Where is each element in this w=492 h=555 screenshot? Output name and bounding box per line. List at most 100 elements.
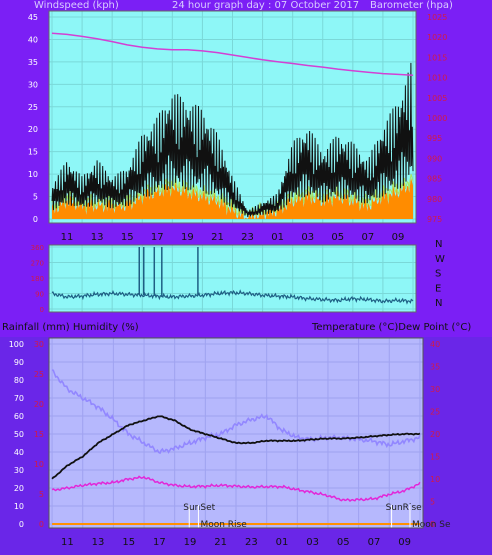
y-tick-label: 5 xyxy=(39,490,44,499)
y-tick-label: 10 xyxy=(14,502,24,511)
temperature-series xyxy=(51,415,421,480)
x-tick-label: 07 xyxy=(368,537,381,548)
x-tick-label: 05 xyxy=(337,537,350,548)
y-tick-label: 35 xyxy=(430,363,440,372)
y-tick-label: 20 xyxy=(14,484,24,493)
x-tick-label: 23 xyxy=(245,537,258,548)
y-tick-label: 30 xyxy=(14,466,24,475)
x-tick-label: 09 xyxy=(392,232,405,243)
y-tick-label: 1005 xyxy=(427,94,447,103)
y-tick-label: 20 xyxy=(34,400,44,409)
compass-label: W xyxy=(435,254,445,265)
y-tick-label: 10 xyxy=(28,170,38,179)
y-tick-label: 30 xyxy=(34,340,44,349)
y-tick-label: 15 xyxy=(34,430,44,439)
windspeed-axis-title: Windspeed (kph) xyxy=(34,0,119,11)
y-tick-label: 1000 xyxy=(427,114,447,123)
y-tick-label: 40 xyxy=(14,448,24,457)
y-tick-label: 40 xyxy=(28,35,38,44)
y-tick-label: 10 xyxy=(430,475,440,484)
x-tick-label: 21 xyxy=(214,537,227,548)
x-tick-label: 01 xyxy=(276,537,289,548)
y-tick-label: 35 xyxy=(28,58,38,67)
y-tick-label: 270 xyxy=(31,260,44,268)
y-tick-label: 5 xyxy=(430,498,435,507)
y-tick-label: 15 xyxy=(430,453,440,462)
x-tick-label: 13 xyxy=(91,232,104,243)
y-tick-label: 360 xyxy=(31,244,44,252)
temp-dewpoint-axis-title: Temperature (°C)Dew Point (°C) xyxy=(312,322,472,333)
dew-point-series xyxy=(51,475,421,502)
y-tick-label: 975 xyxy=(427,215,442,224)
y-tick-label: 10 xyxy=(34,460,44,469)
barometer-series xyxy=(51,32,414,76)
y-tick-label: 25 xyxy=(28,103,38,112)
x-tick-label: 07 xyxy=(362,232,375,243)
x-tick-label: 19 xyxy=(181,232,194,243)
y-tick-label: 0 xyxy=(39,520,44,529)
y-tick-label: 980 xyxy=(427,195,442,204)
y-tick-label: 30 xyxy=(430,385,440,394)
annotation-label: SunSet xyxy=(183,503,215,513)
y-tick-label: 25 xyxy=(34,370,44,379)
y-tick-label: 1010 xyxy=(427,74,447,83)
temperature-humidity-panel: 0102030405060708090100051015202530051015… xyxy=(0,337,492,555)
y-tick-label: 15 xyxy=(28,148,38,157)
humidity-series xyxy=(51,369,421,455)
x-tick-label: 19 xyxy=(184,537,197,548)
plot-border xyxy=(48,244,417,313)
y-tick-label: 40 xyxy=(430,340,440,349)
wind-direction-panel: N 0 E 90 S 180 W 270 N 360 xyxy=(31,239,445,314)
y-tick-label: 990 xyxy=(427,154,442,163)
y-tick-label: 0 xyxy=(33,215,38,224)
y-tick-label: 100 xyxy=(9,340,24,349)
y-tick-label: 90 xyxy=(14,358,24,367)
y-tick-label: 20 xyxy=(28,125,38,134)
y-tick-label: 50 xyxy=(14,430,24,439)
x-tick-label: 17 xyxy=(151,232,164,243)
x-tick-label: 15 xyxy=(122,537,135,548)
y-tick-label: 90 xyxy=(35,291,44,299)
y-tick-label: 1015 xyxy=(427,53,447,62)
y-tick-label: 5 xyxy=(33,193,38,202)
x-tick-label: 03 xyxy=(306,537,319,548)
x-tick-label: 05 xyxy=(331,232,344,243)
gust-fill-series xyxy=(52,178,413,219)
plot-border xyxy=(48,337,424,529)
wind-barometer-panel: 0510152025303540459759809859909951000100… xyxy=(28,10,447,243)
y-tick-label: 0 xyxy=(19,520,24,529)
wind-direction-series xyxy=(51,289,414,305)
y-tick-label: 1020 xyxy=(427,33,447,42)
compass-label: N xyxy=(435,239,442,250)
x-tick-label: 21 xyxy=(211,232,224,243)
y-tick-label: 180 xyxy=(31,275,44,283)
x-tick-label: 11 xyxy=(61,232,74,243)
chart-date-title: 24 hour graph day : 07 October 2017 xyxy=(172,0,360,11)
plot-border xyxy=(48,10,417,224)
annotation-label: SunRise xyxy=(386,503,423,513)
annotation-label: Moon Se xyxy=(412,520,451,530)
y-tick-label: 20 xyxy=(430,430,440,439)
windspeed-series xyxy=(51,62,414,217)
x-tick-label: 03 xyxy=(301,232,314,243)
annotation-label: Moon Rise xyxy=(200,520,247,530)
x-tick-label: 23 xyxy=(241,232,254,243)
y-tick-label: 0 xyxy=(430,520,435,529)
x-tick-label: 09 xyxy=(398,537,411,548)
y-tick-label: 80 xyxy=(14,376,24,385)
y-tick-label: 30 xyxy=(28,80,38,89)
barometer-axis-title: Barometer (hpa) xyxy=(370,0,453,11)
y-tick-label: 45 xyxy=(28,13,38,22)
y-tick-label: 1025 xyxy=(427,13,447,22)
x-tick-label: 11 xyxy=(61,537,74,548)
x-tick-label: 13 xyxy=(92,537,105,548)
x-tick-label: 17 xyxy=(153,537,166,548)
y-tick-label: 60 xyxy=(14,412,24,421)
y-tick-label: 70 xyxy=(14,394,24,403)
compass-label: S xyxy=(435,269,441,280)
compass-label: N xyxy=(435,298,442,309)
compass-label: E xyxy=(435,283,441,294)
y-tick-label: 985 xyxy=(427,175,442,184)
